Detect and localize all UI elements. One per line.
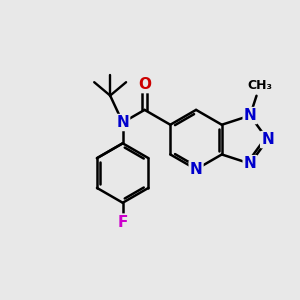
Text: N: N (116, 115, 129, 130)
Text: CH₃: CH₃ (247, 80, 272, 92)
Text: F: F (118, 214, 128, 230)
Text: N: N (261, 132, 274, 147)
Text: N: N (244, 156, 256, 171)
Text: O: O (138, 77, 151, 92)
Text: N: N (190, 162, 202, 177)
Text: N: N (244, 108, 256, 123)
